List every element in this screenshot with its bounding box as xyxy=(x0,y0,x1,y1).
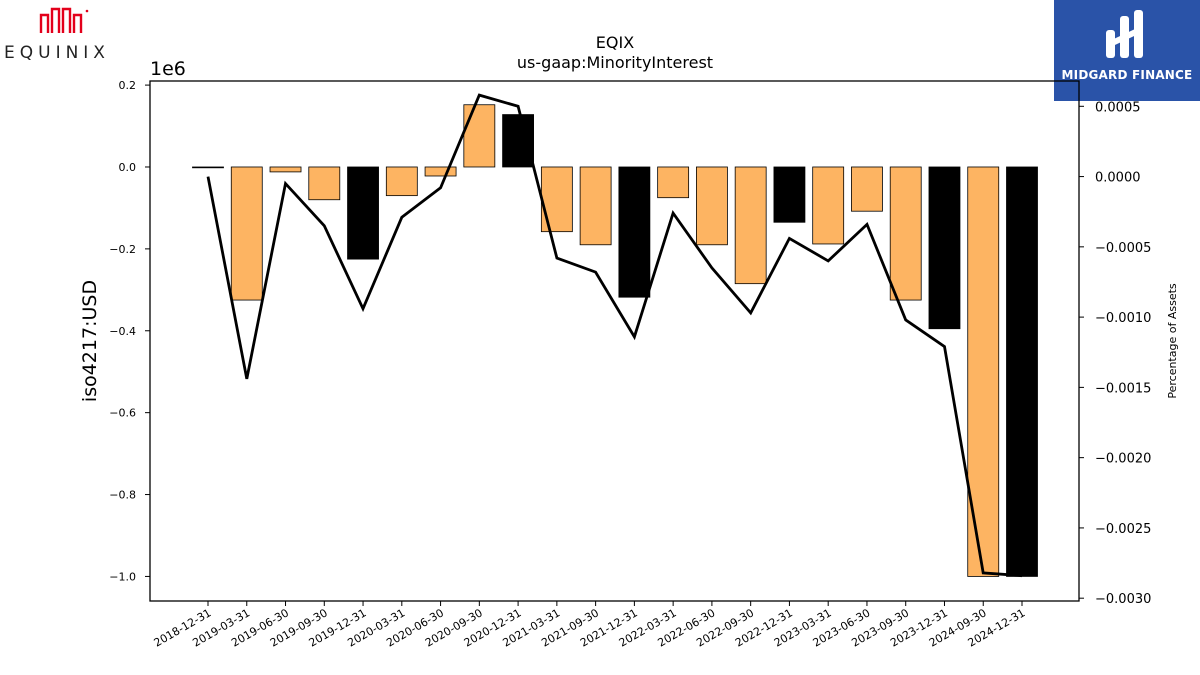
bar xyxy=(851,166,883,212)
y-tick-label: −1.0 xyxy=(109,570,136,583)
plot-frame xyxy=(149,80,1080,602)
bar xyxy=(308,166,341,201)
y2-tick-label: −0.0030 xyxy=(1095,592,1151,607)
bar xyxy=(269,166,302,173)
y2-tick-label: −0.0005 xyxy=(1095,241,1151,256)
bar xyxy=(812,166,845,245)
bar xyxy=(463,104,496,168)
bar xyxy=(385,166,418,197)
y-tick-label: −0.2 xyxy=(109,243,136,256)
bar xyxy=(540,166,573,233)
midgard-finance-logo: MIDGARD FINANCE xyxy=(1054,0,1200,101)
bar xyxy=(347,166,379,260)
bar xyxy=(889,166,922,301)
y2-axis-label: Percentage of Assets xyxy=(1166,283,1179,399)
y-offset-label: 1e6 xyxy=(150,58,186,80)
bar-group xyxy=(192,104,1038,577)
y2-tick-label: −0.0020 xyxy=(1095,452,1151,467)
line-group xyxy=(206,93,1023,578)
bar xyxy=(734,166,767,285)
bar xyxy=(773,166,806,223)
bar xyxy=(579,166,612,246)
y-tick-label: −0.8 xyxy=(109,489,136,502)
equinix-logo-icon xyxy=(38,5,90,41)
chart-subtitle: us-gaap:MinorityInterest xyxy=(517,53,713,72)
bar xyxy=(696,166,728,246)
y-tick-label: −0.4 xyxy=(109,325,136,338)
midgard-finance-text: MIDGARD FINANCE xyxy=(1061,68,1193,82)
chart-title: EQIX xyxy=(596,33,634,52)
y-tick-label: 0.2 xyxy=(119,79,137,92)
bar xyxy=(1006,166,1038,577)
y2-tick-label: 0.0000 xyxy=(1095,171,1141,186)
y2-tick-label: −0.0010 xyxy=(1095,311,1151,326)
y2-tick-label: −0.0025 xyxy=(1095,522,1151,537)
y-tick-label: 0.0 xyxy=(119,161,137,174)
bar xyxy=(502,114,534,168)
y-tick-label: −0.6 xyxy=(109,407,136,420)
equinix-logo-text: EQUINIX xyxy=(4,43,110,63)
series-line xyxy=(206,93,1023,578)
y-axis-label: iso4217:USD xyxy=(79,280,101,402)
y2-tick-label: −0.0015 xyxy=(1095,381,1151,396)
bar xyxy=(192,166,224,169)
midgard-logo-icon xyxy=(1106,10,1143,58)
bar xyxy=(657,166,690,199)
bar xyxy=(230,166,263,301)
bar xyxy=(424,166,457,177)
bar xyxy=(618,166,651,298)
bar xyxy=(928,166,961,330)
y2-tick-label: 0.0005 xyxy=(1095,100,1141,115)
